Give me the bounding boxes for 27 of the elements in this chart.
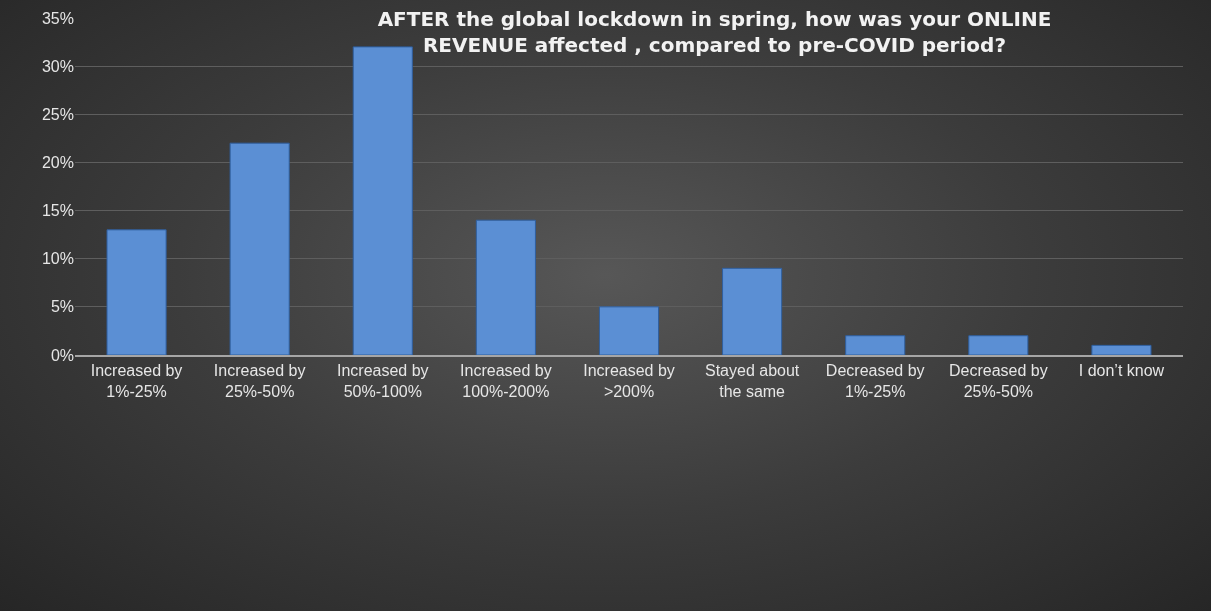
bar [352, 46, 413, 355]
x-tick-label: Increased by 1%-25% [90, 362, 183, 400]
x-tick-label: Increased by 100%-200% [460, 362, 552, 400]
x-tick-label: I don’t know [1078, 362, 1165, 380]
bar [229, 142, 290, 355]
bar [845, 335, 906, 355]
y-tick-label: 25% [41, 105, 74, 123]
x-tick-label: Increased by 50%-100% [336, 362, 429, 400]
y-tick-label: 10% [41, 250, 74, 268]
y-tick-label: 20% [41, 154, 74, 172]
bar [106, 229, 167, 355]
x-tick-label: Increased by >200% [583, 362, 675, 400]
bar [722, 267, 783, 355]
x-tick-label: Stayed about the same [704, 362, 800, 400]
y-tick-label: 5% [50, 298, 74, 316]
y-tick-label: 0% [50, 346, 74, 364]
bar [1091, 344, 1152, 355]
chart-title: AFTER the global lockdown in spring, how was your ONLINE REVENUE affected , compared to pre-COVID period? [377, 6, 1052, 57]
x-tick-label: Decreased by 1%-25% [825, 362, 925, 400]
y-tick-label: 30% [41, 57, 74, 75]
bar [968, 335, 1029, 355]
x-tick-label: Increased by 25%-50% [213, 362, 306, 400]
bar [598, 306, 660, 355]
y-tick-label: 35% [41, 9, 74, 27]
bar [475, 219, 536, 355]
x-tick-label: Decreased by 25%-50% [948, 362, 1048, 400]
y-tick-label: 15% [41, 202, 74, 220]
